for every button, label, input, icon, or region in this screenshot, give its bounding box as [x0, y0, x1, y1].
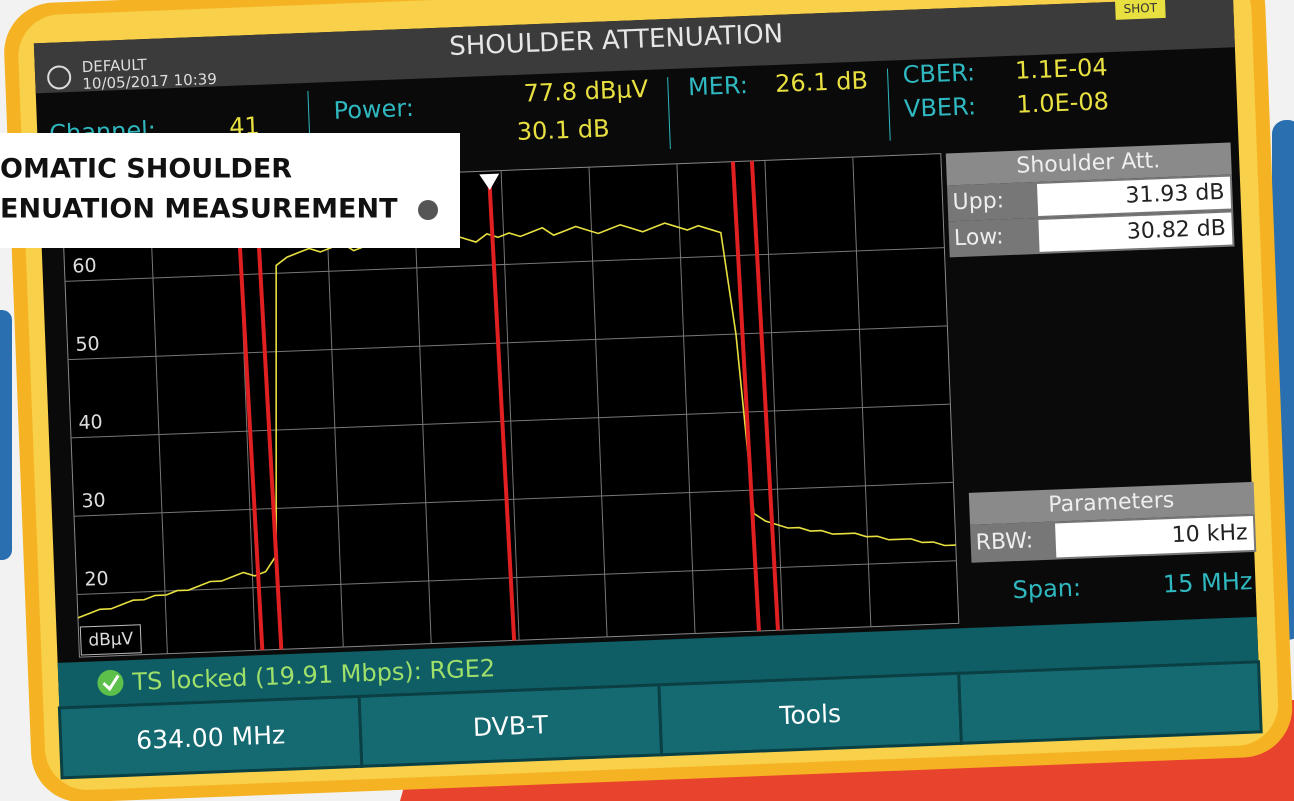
profile: DEFAULT: [81, 56, 147, 77]
cber-value: 1.1E-04: [1015, 53, 1109, 85]
overlay-icon: [418, 200, 438, 220]
softkey-bar: 634.00 MHz DVB-T Tools: [57, 660, 1263, 780]
overlay-line2: ENUATION MEASUREMENT: [0, 194, 398, 225]
unit-box: [79, 624, 142, 656]
panel-header: [968, 481, 1255, 525]
softkey[interactable]: [957, 660, 1263, 745]
badge-text: SHOT: [1123, 1, 1158, 16]
markers: [234, 160, 780, 651]
marker-line: [730, 161, 761, 632]
value-box: [1038, 212, 1233, 252]
vber-value: 1.0E-08: [1016, 87, 1110, 119]
vber-label: VBER:: [903, 92, 976, 123]
datetime: 10/05/2017 10:39: [82, 70, 217, 93]
separator: [667, 77, 671, 150]
grid-line-vertical: [412, 173, 432, 644]
grid-line-vertical: [500, 170, 520, 641]
grid-line-vertical: [324, 177, 344, 647]
grid-line: [71, 403, 951, 439]
title-bar: [33, 0, 1235, 94]
grid-line-vertical: [588, 167, 608, 637]
softkey-label: Tools: [778, 699, 842, 730]
marker-line: [749, 160, 780, 631]
overlay-line1: OMATIC SHOULDER: [0, 154, 292, 185]
rbw-label: RBW:: [975, 528, 1033, 555]
shoulder-title: Shoulder Att.: [1016, 148, 1161, 179]
grid-line-vertical: [852, 157, 872, 627]
side-button: [0, 310, 12, 560]
grid-line-vertical: [764, 160, 784, 631]
y-tick-label: 20: [84, 568, 109, 591]
profile-icon: [47, 65, 72, 90]
marker-line: [253, 179, 284, 650]
grid-line: [68, 325, 948, 361]
spectrum-plot: 20 30 40 50 60: [60, 153, 960, 658]
span-value: 15 MHz: [1162, 567, 1253, 598]
separator: [886, 68, 891, 141]
grid-line-vertical: [148, 184, 168, 654]
power-value: 77.8 dBµV: [523, 75, 649, 108]
marker-line: [487, 185, 517, 641]
parameters-title: Parameters: [1048, 488, 1175, 518]
y-tick-label: 30: [81, 489, 106, 512]
cber-label: CBER:: [902, 58, 975, 89]
overlay-box: [0, 133, 460, 248]
upp-value: 31.93 dB: [1125, 180, 1225, 209]
power-value2: 30.1 dB: [516, 114, 610, 146]
grid-line: [64, 247, 945, 282]
span-label: Span:: [1012, 574, 1082, 605]
grid-line: [74, 481, 954, 517]
lock-check: [102, 674, 120, 692]
spectrum-trace: [77, 222, 956, 619]
low-value: 30.82 dB: [1126, 216, 1226, 245]
grid-line-vertical: [676, 163, 696, 634]
badge: [1114, 0, 1166, 20]
low-label: Low:: [954, 224, 1004, 251]
y-tick-label: 60: [72, 255, 97, 278]
softkey-label: 634.00 MHz: [136, 720, 286, 755]
panel-header: [945, 142, 1232, 186]
status-bar: [57, 616, 1259, 708]
rbw-value: 10 kHz: [1171, 520, 1248, 548]
upp-label: Upp:: [952, 188, 1004, 215]
y-tick-label: 40: [78, 411, 103, 434]
marker-triangle: [479, 173, 500, 190]
y-unit: dBµV: [88, 629, 134, 651]
softkey-label: DVB-T: [472, 710, 549, 742]
value-box: [1055, 515, 1255, 558]
grid-line: [77, 560, 957, 595]
mer-label: MER:: [687, 71, 748, 101]
power-label: Power:: [333, 94, 414, 125]
marker-line: [234, 180, 265, 651]
y-tick-label: 50: [75, 333, 100, 356]
mer-value: 26.1 dB: [775, 66, 869, 98]
value-box: [1036, 176, 1232, 216]
